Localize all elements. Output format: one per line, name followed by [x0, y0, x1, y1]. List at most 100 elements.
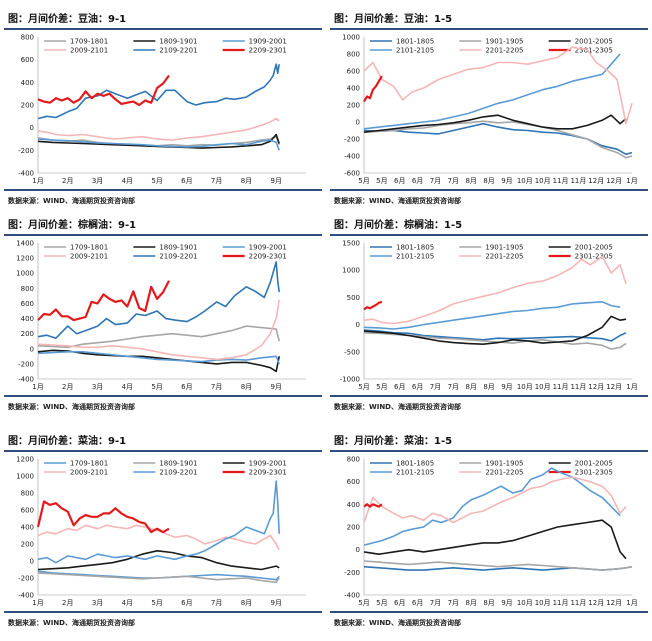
x-tick-label: 5月	[151, 599, 162, 607]
series-line-2009-2101	[37, 299, 280, 361]
y-tick-label: 800	[21, 490, 34, 498]
y-tick-label: 800	[347, 456, 360, 464]
x-tick-label: 2月	[62, 177, 73, 185]
series-line-2201-2205	[363, 255, 627, 325]
x-tick-label: 7月	[211, 599, 222, 607]
legend-item: 2001-2005	[548, 244, 613, 252]
x-tick-label: 9月	[270, 383, 281, 391]
y-tick-label: 800	[347, 51, 360, 59]
y-tick-label: 800	[21, 34, 34, 42]
y-tick-label: -1000	[340, 376, 360, 384]
legend-item: 1709-1801	[44, 38, 108, 46]
chart-panel-rapeseedoil-9-1: 图：月间价差：菜油：9-1 1709-1801 1809-1901 1909-200…	[4, 428, 322, 633]
x-tick-label: 11月	[553, 383, 569, 391]
series-line-2101-2105	[363, 53, 621, 130]
x-tick-label: 4月	[122, 177, 133, 185]
chart-title: 图：月间价差：棕榈油：1-5	[334, 220, 463, 231]
legend-label: 1901-1905	[485, 460, 523, 468]
legend-item: 1801-1805	[370, 244, 434, 252]
chart-rapeseedoil-9-1: 1709-1801 1809-1901 1909-2001 2009-2101 2109…	[16, 456, 306, 607]
x-tick-label: 10月	[517, 599, 533, 607]
y-tick-label: 0	[30, 124, 34, 132]
x-tick-label: 4月	[122, 599, 133, 607]
legend-item: 2301-2305	[548, 469, 613, 477]
legend-label: 2209-2301	[249, 253, 287, 261]
series-line-2009-2101	[37, 524, 280, 551]
series-line-2209-2301	[37, 74, 170, 107]
series-line-1901-1905	[363, 560, 633, 571]
x-tick-label: 11月	[570, 177, 586, 185]
series-line-2109-2201	[37, 261, 280, 339]
x-tick-label: 8月	[465, 383, 476, 391]
chart-panel-palmoil-1-5: 图：月间价差：棕榈油：1-5 1801-1805 1901-1905 2001-20…	[330, 212, 648, 417]
legend-label: 1801-1805	[396, 38, 434, 46]
y-tick-label: 600	[21, 56, 34, 64]
title-divider	[4, 450, 322, 452]
legend-item: 2109-2201	[133, 47, 197, 55]
legend-label: 1709-1801	[70, 38, 108, 46]
y-tick-label: 200	[21, 541, 34, 549]
x-tick-label: 2月	[62, 599, 73, 607]
x-tick-label: 7月	[448, 177, 459, 185]
legend-label: 1801-1805	[396, 460, 434, 468]
x-tick-label: 2月	[62, 383, 73, 391]
legend-item: 2009-2101	[44, 469, 108, 477]
y-tick-label: -200	[344, 569, 360, 577]
legend-item: 2201-2205	[459, 253, 523, 261]
legend-item: 1801-1805	[370, 460, 434, 468]
y-tick-label: 200	[347, 524, 360, 532]
chart-panel-palmoil-9-1: 图：月间价差：棕榈油：9-1 1709-1801 1809-1901 1909-20…	[4, 212, 322, 417]
x-tick-label: 3月	[92, 599, 103, 607]
legend-item: 2101-2105	[370, 469, 434, 477]
x-tick-label: 6月	[412, 599, 423, 607]
x-tick-label: 11月	[553, 599, 569, 607]
x-tick-label: 8月	[483, 383, 494, 391]
legend-item: 1709-1801	[44, 460, 108, 468]
x-tick-label: 12月	[606, 177, 622, 185]
series-line-2301-2305	[363, 75, 383, 103]
x-tick-label: 6月	[181, 177, 192, 185]
y-tick-label: 200	[21, 102, 34, 110]
y-tick-label: -200	[344, 136, 360, 144]
y-tick-label: 200	[347, 102, 360, 110]
title-divider	[330, 234, 648, 236]
series-line-2009-2101	[37, 117, 280, 141]
legend-label: 2301-2305	[575, 47, 613, 55]
x-tick-label: 9月	[270, 177, 281, 185]
legend-item: 1901-1905	[459, 460, 523, 468]
x-tick-label: 1月	[32, 383, 43, 391]
x-tick-label: 5月	[376, 177, 387, 185]
series-line-2201-2205	[363, 46, 633, 125]
legend-label: 2201-2205	[485, 469, 523, 477]
y-tick-label: -500	[344, 348, 360, 356]
y-tick-label: 400	[347, 501, 360, 509]
series-line-2201-2205	[363, 476, 627, 524]
x-tick-label: 6月	[412, 177, 423, 185]
legend-label: 2101-2105	[396, 47, 434, 55]
legend-item: 1901-1905	[459, 38, 523, 46]
y-tick-label: 400	[21, 79, 34, 87]
source-divider	[4, 611, 322, 613]
legend-label: 2301-2305	[575, 469, 613, 477]
x-tick-label: 8月	[465, 599, 476, 607]
y-tick-label: 1000	[342, 34, 360, 42]
series-line-2209-2301	[37, 280, 170, 322]
x-tick-label: 10月	[535, 177, 551, 185]
y-tick-label: 1200	[16, 255, 34, 263]
chart-title: 图：月间价差：棕榈油：9-1	[8, 220, 137, 231]
x-tick-label: 8月	[483, 599, 494, 607]
x-tick-label: 12月	[606, 383, 622, 391]
source-note: 数据来源：WIND、海通期货投资咨询部	[8, 197, 135, 205]
legend-item: 2201-2205	[459, 47, 523, 55]
legend-label: 1809-1901	[159, 244, 197, 252]
x-tick-label: 5月	[376, 383, 387, 391]
y-tick-label: 600	[21, 300, 34, 308]
y-tick-label: -200	[18, 575, 34, 583]
legend-label: 2201-2205	[485, 253, 523, 261]
y-tick-label: 1200	[16, 456, 34, 464]
chart-title: 图：月间价差：菜油：9-1	[8, 436, 127, 447]
y-tick-label: -400	[344, 592, 360, 600]
legend-item: 2001-2005	[548, 38, 613, 46]
title-divider	[4, 28, 322, 30]
y-tick-label: 600	[347, 68, 360, 76]
